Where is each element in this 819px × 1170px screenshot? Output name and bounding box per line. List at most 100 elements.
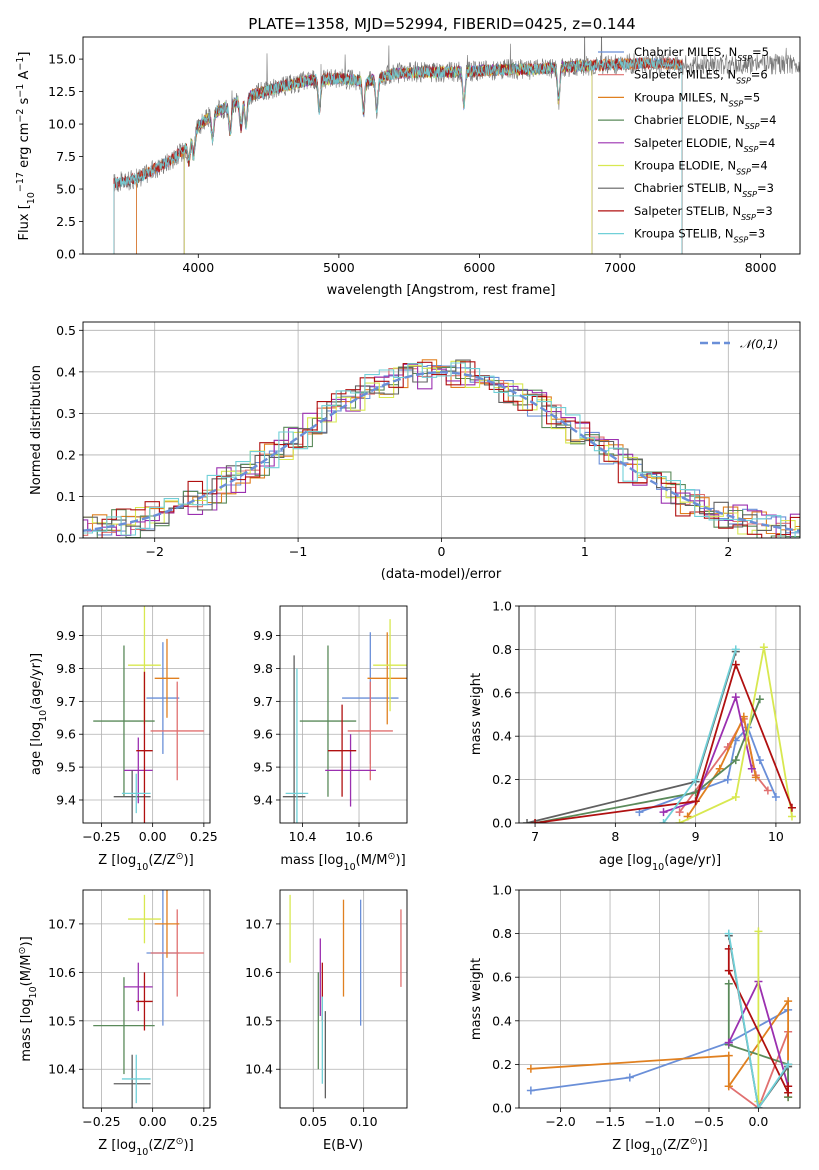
x-tick-label: −1.0 [644, 1114, 674, 1129]
series-marker [747, 764, 756, 773]
y-tick-label: 0.8 [492, 926, 512, 941]
model-spectrum [113, 56, 683, 254]
y-tick-label: 9.7 [56, 694, 76, 709]
series-marker [691, 797, 700, 806]
mw-age-y-axis-label: mass weight [469, 673, 484, 755]
series-marker [724, 1038, 733, 1047]
mass-weight-series [659, 645, 740, 823]
series-marker [763, 786, 772, 795]
y-tick-label: 10.7 [245, 916, 273, 931]
mass-weight-series [683, 712, 760, 821]
y-tick-label: 0.2 [492, 772, 512, 787]
legend-entry: 𝒩(0,1) [740, 337, 778, 351]
legend-entry: Kroupa ELODIE, NSSP=4 [634, 159, 768, 177]
mass-vs-ebv-plot-area [280, 890, 407, 1108]
x-tick-label: −2 [145, 544, 163, 559]
series-marker [675, 819, 684, 823]
residuals-panel: −2 −1 0 1 2 0.0 0.1 0.2 0.3 0.4 0.5 𝒩(0,1) (data-mod… [29, 321, 801, 582]
x-tick-label: −1.5 [595, 1114, 625, 1129]
spectrum-y-axis-label: Flux [10−17 erg cm−2 s−1 A−1] [15, 52, 37, 241]
mw-age-x-axis-label: age [log10(age/yr)] [599, 853, 721, 873]
spectrum-panel: 4000 5000 6000 7000 8000 0.0 2.5 5.0 7.5 10.0 12.5… [15, 36, 801, 298]
series-marker [724, 1051, 733, 1060]
spectrum-legend: Chabrier MILES, NSSP=5 Salpeter MILES, NS… [598, 45, 776, 244]
y-tick-label: 10.0 [48, 117, 76, 132]
x-tick-label: 0.10 [350, 1114, 378, 1129]
y-tick-label: 0.3 [56, 406, 76, 421]
error-bar-point [150, 681, 204, 781]
y-tick-label: 9.9 [253, 628, 273, 643]
y-tick-label: 10.7 [48, 916, 76, 931]
x-tick-label: 1 [581, 544, 589, 559]
series-marker [659, 808, 668, 817]
y-tick-label: 10.6 [48, 965, 76, 980]
series-marker [731, 645, 740, 654]
y-tick-label: 0.4 [56, 364, 76, 379]
y-tick-label: 2.5 [56, 214, 76, 229]
y-tick-label: 0.1 [56, 489, 76, 504]
y-tick-label: 10.4 [48, 1062, 76, 1077]
legend-entry: Salpeter STELIB, NSSP=3 [634, 204, 773, 222]
y-tick-label: 0.0 [56, 247, 76, 262]
model-spectrum [183, 60, 593, 254]
series-marker [723, 775, 732, 784]
mass-ebv-x-axis-label: E(B-V) [323, 1138, 363, 1153]
y-tick-label: 0.2 [56, 447, 76, 462]
y-tick-label: 9.6 [56, 727, 76, 742]
error-bar-point [136, 972, 153, 1031]
y-tick-label: 0.0 [492, 816, 512, 831]
y-tick-label: 5.0 [56, 182, 76, 197]
x-tick-label: 10.4 [289, 829, 317, 844]
residual-histogram [83, 362, 800, 538]
series-marker [755, 756, 764, 765]
y-tick-label: 0.2 [492, 1057, 512, 1072]
series-marker [739, 712, 748, 721]
age-vs-mass-panel: 10.4 10.6 9.4 9.5 9.6 9.7 9.8 9.9 mass [log10(M/… [253, 605, 408, 873]
error-bar-point [282, 655, 306, 823]
series-marker [751, 773, 760, 782]
series-marker [724, 979, 733, 988]
y-tick-label: 9.7 [253, 694, 273, 709]
mass-vs-extinction-panel: 0.05 0.10 10.4 10.5 10.6 10.7 E(B-V) [245, 889, 408, 1153]
mw-z-x-axis-label: Z [log10(Z/Z⊙)] [612, 1136, 707, 1158]
y-tick-label: 0.6 [492, 685, 512, 700]
x-tick-label: 6000 [464, 260, 496, 275]
x-tick-label: 7 [531, 829, 539, 844]
series-marker [526, 1086, 535, 1095]
y-tick-label: 9.5 [56, 760, 76, 775]
x-tick-label: −0.25 [82, 829, 120, 844]
mass-weight-series [754, 927, 763, 1106]
error-bar-point [150, 909, 204, 997]
error-bar-point [113, 1054, 151, 1108]
legend-entry: Kroupa STELIB, NSSP=3 [634, 227, 765, 245]
x-tick-label: 4000 [182, 260, 214, 275]
mass-weight-series [675, 643, 796, 823]
model-spectrum [136, 57, 683, 254]
y-tick-label: 9.8 [253, 661, 273, 676]
mass-weight-series [523, 647, 740, 823]
y-tick-label: 10.4 [245, 1062, 273, 1077]
x-tick-label: 0.25 [190, 829, 218, 844]
series-marker [787, 803, 796, 812]
legend-entry: Kroupa MILES, NSSP=5 [634, 90, 760, 108]
series-marker [691, 775, 700, 784]
series-marker [784, 1082, 793, 1091]
mass-weight-series [724, 944, 793, 1097]
legend-entry: Salpeter ELODIE, NSSP=4 [634, 136, 775, 154]
y-tick-label: 9.6 [253, 727, 273, 742]
age-vs-mass-plot-area [280, 606, 407, 823]
series-marker [731, 792, 740, 801]
residual-histogram [83, 366, 800, 538]
y-tick-label: 9.5 [253, 760, 273, 775]
x-tick-label: 10.6 [345, 829, 373, 844]
x-tick-label: 0.00 [139, 829, 167, 844]
age-z-x-axis-label: Z [log10(Z/Z⊙)] [98, 851, 193, 873]
series-marker [659, 819, 668, 823]
x-tick-label: 10 [768, 829, 784, 844]
y-tick-label: 0.4 [492, 1013, 512, 1028]
model-spectrum [183, 60, 593, 254]
residuals-frame [82, 321, 801, 539]
y-tick-label: 0.8 [492, 642, 512, 657]
error-bar-point [285, 668, 309, 823]
